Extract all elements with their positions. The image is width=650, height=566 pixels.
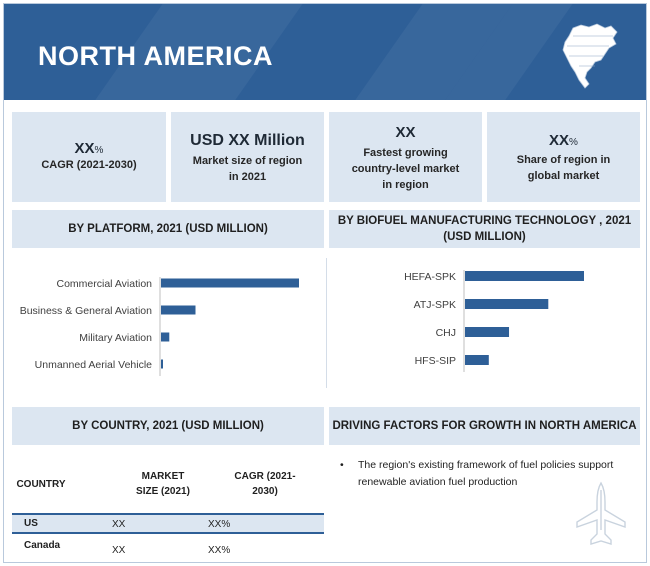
platform-tick-label: Business & General Aviation bbox=[20, 305, 152, 317]
kpi-share: XX% Share of region in global market bbox=[487, 112, 640, 202]
header-market-size: MARKET SIZE (2021) bbox=[136, 471, 190, 497]
kpi-value: XX bbox=[74, 140, 95, 157]
technology-bar-chart: HEFA-SPK ATJ-SPK CHJ HFS-SIP bbox=[404, 270, 584, 372]
table-rule bbox=[12, 513, 324, 515]
platform-chart: Commercial Aviation Business & General Av… bbox=[4, 258, 324, 386]
country-table-header: COUNTRY MARKET SIZE (2021) CAGR (2021-20… bbox=[12, 457, 324, 513]
header-country: COUNTRY bbox=[16, 479, 66, 490]
technology-bar bbox=[465, 271, 584, 281]
kpi-value: XX bbox=[549, 132, 570, 149]
platform-bar-chart: Commercial Aviation Business & General Av… bbox=[20, 277, 299, 376]
aircraft-icon bbox=[576, 481, 626, 545]
region-title: NORTH AMERICA bbox=[38, 41, 273, 71]
row-country: US bbox=[24, 518, 38, 529]
technology-bar bbox=[465, 299, 549, 309]
kpi-value: XX bbox=[395, 124, 416, 141]
drivers-list: The region's existing framework of fuel … bbox=[340, 457, 630, 491]
technology-tick-label: HFS-SIP bbox=[415, 355, 456, 367]
kpi-value: USD XX Million bbox=[190, 132, 305, 149]
row-cagr: XX% bbox=[208, 545, 231, 556]
technology-bar bbox=[465, 355, 489, 365]
table-rule bbox=[12, 532, 324, 534]
infographic-frame bbox=[3, 3, 647, 563]
platform-tick-label: Commercial Aviation bbox=[56, 278, 152, 290]
drivers-section-title: DRIVING FACTORS FOR GROWTH IN NORTH AMER… bbox=[329, 407, 640, 445]
technology-tick-label: CHJ bbox=[436, 327, 456, 339]
header-cagr: CAGR (2021-2030) bbox=[234, 471, 296, 497]
kpi-suffix: % bbox=[569, 137, 578, 148]
technology-section-title: BY BIOFUEL MANUFACTURING TECHNOLOGY , 20… bbox=[329, 210, 640, 248]
kpi-market-size: USD XX Million Market size of region in … bbox=[171, 112, 324, 202]
technology-tick-label: ATJ-SPK bbox=[414, 299, 456, 311]
platform-bar bbox=[161, 278, 299, 288]
technology-chart: HEFA-SPK ATJ-SPK CHJ HFS-SIP bbox=[326, 258, 636, 376]
north-america-map-icon bbox=[562, 23, 618, 89]
kpi-desc: CAGR (2021-2030) bbox=[41, 159, 137, 171]
row-country: Canada bbox=[24, 540, 61, 551]
row-market-size: XX bbox=[112, 519, 126, 530]
kpi-desc: Fastest growing country-level market in … bbox=[351, 147, 460, 191]
technology-tick-label: HEFA-SPK bbox=[404, 271, 456, 283]
platform-tick-label: Unmanned Aerial Vehicle bbox=[35, 359, 152, 371]
driver-item: The region's existing framework of fuel … bbox=[340, 457, 630, 491]
kpi-desc: Share of region in global market bbox=[516, 154, 611, 182]
kpi-cagr: XX% CAGR (2021-2030) bbox=[12, 112, 166, 202]
kpi-suffix: % bbox=[94, 145, 104, 156]
table-row: US XX XX% bbox=[12, 515, 324, 532]
platform-tick-label: Military Aviation bbox=[79, 332, 152, 344]
platform-section-title: BY PLATFORM, 2021 (USD MILLION) bbox=[12, 210, 324, 248]
chart-divider bbox=[326, 258, 327, 388]
kpi-fastest-growing: XX Fastest growing country-level market … bbox=[329, 112, 482, 202]
country-section-title: BY COUNTRY, 2021 (USD MILLION) bbox=[12, 407, 324, 445]
platform-bar bbox=[161, 332, 170, 342]
technology-bar bbox=[465, 327, 510, 337]
row-market-size: XX bbox=[112, 545, 126, 556]
kpi-desc: Market size of region in 2021 bbox=[192, 155, 303, 183]
row-cagr: XX% bbox=[208, 519, 231, 530]
platform-bar bbox=[161, 359, 163, 369]
table-row: Canada XX XX% bbox=[12, 534, 324, 556]
header-banner: NORTH AMERICA bbox=[4, 4, 646, 100]
platform-bar bbox=[161, 305, 196, 315]
